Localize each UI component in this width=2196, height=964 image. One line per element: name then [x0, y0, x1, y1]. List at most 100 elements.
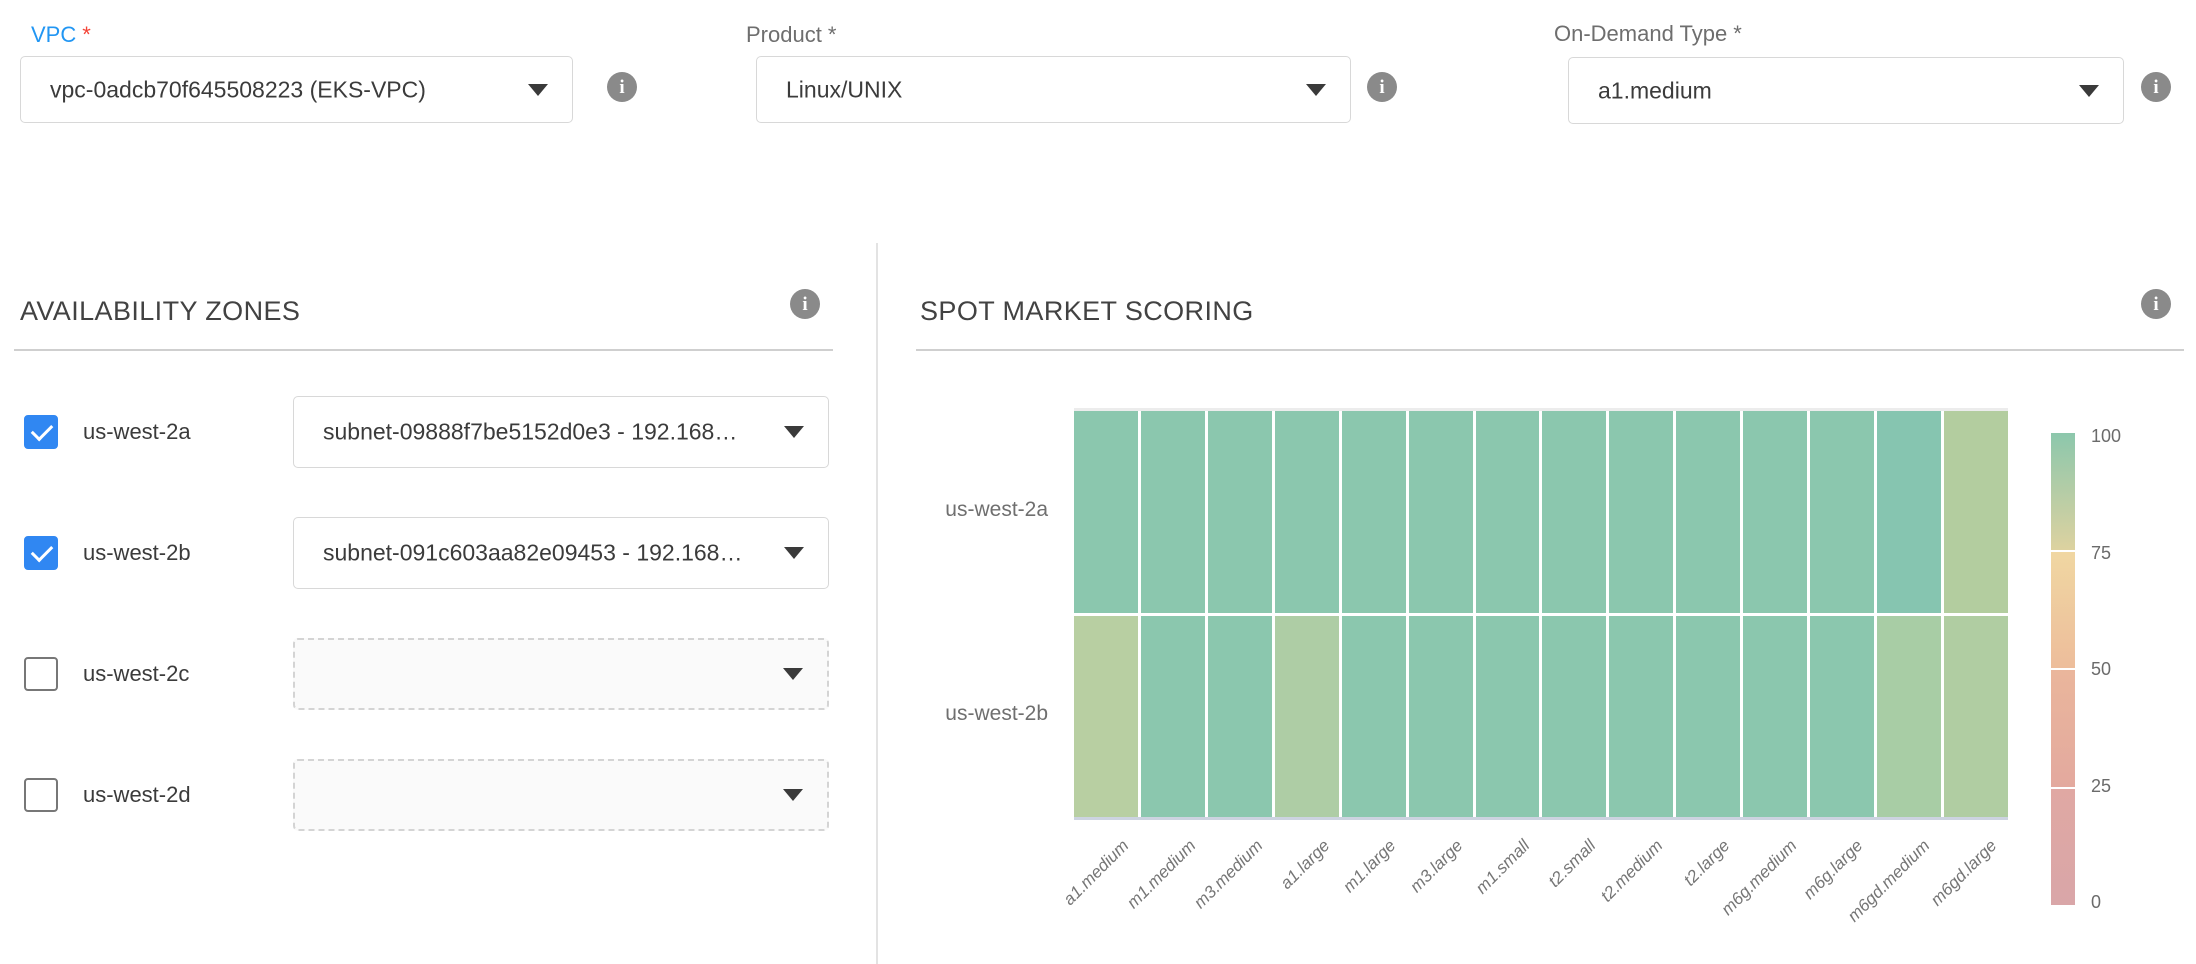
- heatmap-cell-us-west-2a-m6gd.large[interactable]: [1944, 411, 2008, 613]
- az-zone-label: us-west-2a: [83, 396, 191, 468]
- chevron-down-icon: [528, 84, 548, 96]
- section-divider: [916, 349, 2184, 351]
- heatmap-cell-us-west-2a-a1.medium[interactable]: [1074, 411, 1138, 613]
- info-glyph: i: [1367, 72, 1397, 102]
- az-row-us-west-2c: us-west-2c: [0, 638, 876, 710]
- subnet-select-value: subnet-09888f7be5152d0e3 - 192.168…: [323, 419, 737, 446]
- info-icon[interactable]: i: [790, 289, 820, 319]
- info-icon[interactable]: i: [1367, 72, 1397, 102]
- heatmap-cell-us-west-2a-m3.medium[interactable]: [1208, 411, 1272, 613]
- heatmap-cell-us-west-2a-m1.large[interactable]: [1342, 411, 1406, 613]
- section-divider: [14, 349, 833, 351]
- chevron-down-icon: [784, 547, 804, 559]
- subnet-select-us-west-2b[interactable]: subnet-091c603aa82e09453 - 192.168…: [293, 517, 829, 589]
- az-checkbox-us-west-2c[interactable]: [24, 657, 58, 691]
- heatmap-cell-us-west-2b-m6gd.medium[interactable]: [1877, 616, 1941, 818]
- colorbar-segment-2: [2051, 670, 2075, 787]
- vertical-divider: [876, 243, 878, 964]
- heatmap-cell-us-west-2a-m6g.large[interactable]: [1810, 411, 1874, 613]
- heatmap-cell-us-west-2b-t2.large[interactable]: [1676, 616, 1740, 818]
- subnet-select-us-west-2d[interactable]: [293, 759, 829, 831]
- info-glyph: i: [2141, 289, 2171, 319]
- info-glyph: i: [607, 72, 637, 102]
- az-checkbox-us-west-2b[interactable]: [24, 536, 58, 570]
- colorbar-tick-label: 50: [2091, 659, 2161, 680]
- colorbar-legend: [2051, 433, 2075, 905]
- heatmap-row-label: us-west-2b: [868, 702, 1048, 726]
- heatmap-cell-us-west-2b-m1.small[interactable]: [1476, 616, 1540, 818]
- az-row-us-west-2b: us-west-2b subnet-091c603aa82e09453 - 192…: [0, 517, 876, 589]
- subnet-select-value: subnet-091c603aa82e09453 - 192.168…: [323, 540, 740, 567]
- az-zone-label: us-west-2b: [83, 517, 191, 589]
- heatmap-cell-us-west-2a-t2.medium[interactable]: [1609, 411, 1673, 613]
- product-select-value: Linux/UNIX: [786, 76, 902, 103]
- colorbar-tick-label: 100: [2091, 426, 2161, 447]
- heatmap-cell-us-west-2a-m6gd.medium[interactable]: [1877, 411, 1941, 613]
- az-row-us-west-2d: us-west-2d: [0, 759, 876, 831]
- on-demand-type-label-text: On-Demand Type: [1554, 21, 1727, 46]
- heatmap-cell-us-west-2a-m1.small[interactable]: [1476, 411, 1540, 613]
- vpc-select[interactable]: vpc-0adcb70f645508223 (EKS-VPC): [20, 56, 573, 123]
- colorbar-segment-1: [2051, 552, 2075, 669]
- subnet-select-us-west-2c[interactable]: [293, 638, 829, 710]
- az-zone-label: us-west-2c: [83, 638, 189, 710]
- heatmap-cell-us-west-2b-a1.large[interactable]: [1275, 616, 1339, 818]
- availability-zones-title: AVAILABILITY ZONES: [20, 296, 300, 327]
- heatmap-col-label: a1.medium: [999, 836, 1135, 964]
- az-row-us-west-2a: us-west-2a subnet-09888f7be5152d0e3 - 192…: [0, 396, 876, 468]
- az-checkbox-us-west-2a[interactable]: [24, 415, 58, 449]
- spot-market-scoring-title: SPOT MARKET SCORING: [920, 296, 1254, 327]
- subnet-select-us-west-2a[interactable]: subnet-09888f7be5152d0e3 - 192.168…: [293, 396, 829, 468]
- heatmap-row-label: us-west-2a: [868, 498, 1048, 522]
- on-demand-type-label: On-Demand Type*: [1554, 21, 1742, 47]
- heatmap-cell-us-west-2a-m3.large[interactable]: [1409, 411, 1473, 613]
- chevron-down-icon: [783, 789, 803, 801]
- vpc-label-text: VPC: [31, 22, 76, 47]
- colorbar-tick-label: 25: [2091, 776, 2161, 797]
- heatmap-cell-us-west-2b-m3.large[interactable]: [1409, 616, 1473, 818]
- required-asterisk: *: [1733, 21, 1742, 46]
- info-glyph: i: [2141, 72, 2171, 102]
- heatmap-cell-us-west-2b-a1.medium[interactable]: [1074, 616, 1138, 818]
- heatmap-col-label: m1.medium: [1066, 836, 1202, 964]
- chevron-down-icon: [784, 426, 804, 438]
- az-zone-label: us-west-2d: [83, 759, 191, 831]
- info-icon[interactable]: i: [2141, 72, 2171, 102]
- spot-market-configuration-screen: VPC* vpc-0adcb70f645508223 (EKS-VPC) i P…: [0, 0, 2196, 964]
- colorbar-segment-3: [2051, 789, 2075, 906]
- check-icon: [31, 419, 54, 442]
- colorbar-segment-0: [2051, 433, 2075, 550]
- chevron-down-icon: [2079, 85, 2099, 97]
- info-icon[interactable]: i: [2141, 289, 2171, 319]
- on-demand-type-select[interactable]: a1.medium: [1568, 57, 2124, 124]
- product-label: Product*: [746, 22, 836, 48]
- heatmap-cell-us-west-2b-t2.small[interactable]: [1542, 616, 1606, 818]
- heatmap-cell-us-west-2b-t2.medium[interactable]: [1609, 616, 1673, 818]
- heatmap-cell-us-west-2b-m1.medium[interactable]: [1141, 616, 1205, 818]
- heatmap-cell-us-west-2a-t2.large[interactable]: [1676, 411, 1740, 613]
- heatmap-cell-us-west-2b-m6g.large[interactable]: [1810, 616, 1874, 818]
- heatmap-cell-us-west-2a-m6g.medium[interactable]: [1743, 411, 1807, 613]
- on-demand-type-select-value: a1.medium: [1598, 77, 1712, 104]
- required-asterisk: *: [82, 22, 91, 47]
- heatmap-cell-us-west-2a-m1.medium[interactable]: [1141, 411, 1205, 613]
- required-asterisk: *: [828, 22, 837, 47]
- heatmap-cell-us-west-2b-m6g.medium[interactable]: [1743, 616, 1807, 818]
- vpc-label: VPC*: [31, 22, 91, 48]
- chevron-down-icon: [783, 668, 803, 680]
- heatmap-cell-us-west-2a-a1.large[interactable]: [1275, 411, 1339, 613]
- heatmap-cell-us-west-2b-m3.medium[interactable]: [1208, 616, 1272, 818]
- colorbar-tick-label: 0: [2091, 892, 2161, 913]
- az-checkbox-us-west-2d[interactable]: [24, 778, 58, 812]
- product-label-text: Product: [746, 22, 822, 47]
- heatmap-cell-us-west-2a-t2.small[interactable]: [1542, 411, 1606, 613]
- heatmap-cell-us-west-2b-m6gd.large[interactable]: [1944, 616, 2008, 818]
- heatmap-x-axis-line: [1074, 817, 2008, 820]
- colorbar-tick-label: 75: [2091, 543, 2161, 564]
- vpc-select-value: vpc-0adcb70f645508223 (EKS-VPC): [50, 76, 426, 103]
- product-select[interactable]: Linux/UNIX: [756, 56, 1351, 123]
- heatmap-cell-us-west-2b-m1.large[interactable]: [1342, 616, 1406, 818]
- heatmap-col-label: t2.medium: [1533, 836, 1669, 964]
- heatmap-grid: [1074, 408, 2008, 817]
- info-icon[interactable]: i: [607, 72, 637, 102]
